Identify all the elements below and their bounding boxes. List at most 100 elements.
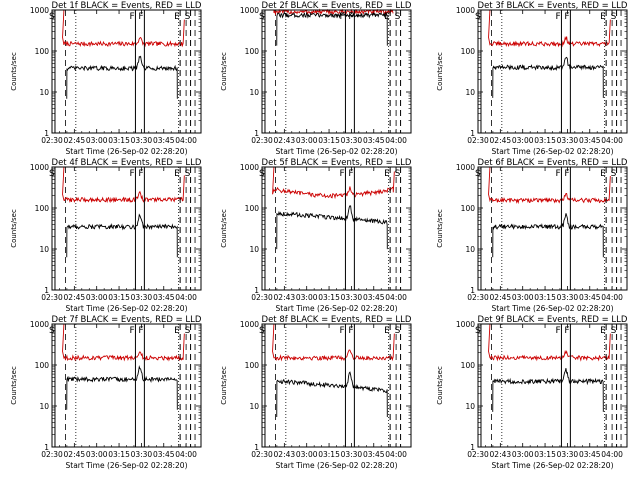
marker-label: E [600,169,606,179]
y-tick-label: 1 [254,443,259,452]
y-tick-label: 1000 [240,320,259,329]
x-tick-label: 03:45 [579,293,601,302]
x-tick-label: 03:30 [557,450,579,459]
x-tick-label: 03:45 [363,293,385,302]
marker-label: F [129,169,134,179]
chart-title: Det 7f BLACK = Events, RED = LLD [52,315,202,325]
y-tick-label: 1000 [456,320,475,329]
marker-label: F [138,169,143,179]
x-tick-label: 02:43 [490,450,512,459]
y-axis-label: Counts/sec [436,209,444,248]
marker-label: F [339,326,344,336]
y-tick-label: 1000 [456,6,475,15]
x-tick-label: 02:45 [64,293,86,302]
x-tick-label: 03:45 [363,136,385,145]
x-tick-label: 03:15 [108,136,130,145]
plot-frame [477,9,628,134]
x-tick-label: 02:45 [64,136,86,145]
plot-frame [51,9,202,134]
x-tick-label: 03:15 [534,136,556,145]
marker-label: E [174,326,180,336]
marker-label: S [395,169,401,179]
x-tick-label: 03:30 [557,293,579,302]
x-tick-label: 02:30 [41,136,63,145]
y-tick-label: 10 [465,88,475,97]
x-tick-label: 03:15 [534,450,556,459]
marker-label: F [339,12,344,22]
x-axis-label: Start Time (26-Sep-02 02:28:20) [66,461,188,470]
x-axis-label: Start Time (26-Sep-02 02:28:20) [492,147,614,156]
chart-panel: Det 7f BLACK = Events, RED = LLD Counts/s… [10,315,202,470]
x-tick-label: 03:15 [108,293,130,302]
x-tick-label: 03:45 [579,450,601,459]
y-tick-label: 100 [245,47,260,56]
x-tick-label: 04:00 [175,136,197,145]
x-tick-label: 02:30 [251,293,273,302]
marker-label: F [348,169,353,179]
x-tick-label: 03:15 [318,136,340,145]
y-tick-label: 1000 [456,163,475,172]
y-tick-label: 1000 [30,163,49,172]
chart-panel: Det 9f BLACK = Events, RED = LLD Counts/s… [436,315,628,470]
x-tick-label: 04:00 [385,136,407,145]
x-tick-label: 03:45 [579,136,601,145]
x-tick-label: 02:43 [274,136,296,145]
x-tick-label: 03:30 [341,136,363,145]
x-tick-label: 02:45 [490,136,512,145]
x-tick-label: 03:15 [534,293,556,302]
plot-frame [261,9,412,134]
events-series-line [66,55,178,99]
x-tick-label: 04:00 [385,293,407,302]
marker-label: F [555,326,560,336]
x-tick-label: 02:30 [467,450,489,459]
marker-label: F [348,326,353,336]
chart-title: Det 9f BLACK = Events, RED = LLD [478,315,628,325]
lld-series-line [488,323,611,362]
plot-frame [477,323,628,448]
marker-label: F [138,12,143,22]
x-axis-label: Start Time (26-Sep-02 02:28:20) [276,304,398,313]
x-tick-label: 02:30 [251,450,273,459]
x-tick-label: 03:30 [131,293,153,302]
chart-title: Det 2f BLACK = Events, RED = LLD [262,1,412,11]
marker-label: E [600,12,606,22]
x-tick-label: 04:00 [601,136,623,145]
y-tick-label: 1 [254,286,259,295]
plot-frame [51,166,202,291]
x-axis-label: Start Time (26-Sep-02 02:28:20) [276,461,398,470]
marker-label: F [564,169,569,179]
events-series-line [66,213,178,258]
marker-label: F [564,326,569,336]
x-tick-label: 03:00 [296,293,318,302]
y-tick-label: 10 [39,402,49,411]
y-tick-label: 100 [245,361,260,370]
x-tick-label: 03:15 [318,293,340,302]
y-tick-label: 1000 [240,6,259,15]
y-tick-label: 1000 [30,6,49,15]
plot-frame [261,166,412,291]
y-tick-label: 10 [39,88,49,97]
events-series-line [492,368,604,412]
marker-label: S [185,12,191,22]
y-axis-label: Counts/sec [220,366,228,405]
x-tick-label: 03:00 [296,450,318,459]
events-series-line [492,56,604,98]
chart-title: Det 8f BLACK = Events, RED = LLD [262,315,412,325]
marker-label: S [395,326,401,336]
y-tick-label: 100 [245,204,260,213]
lld-series-line [273,8,394,16]
x-tick-label: 03:15 [108,450,130,459]
x-axis-label: Start Time (26-Sep-02 02:28:20) [492,461,614,470]
y-tick-label: 1 [44,443,49,452]
chart-panel: Det 5f BLACK = Events, RED = LLD Counts/s… [220,158,412,313]
y-tick-label: 1000 [240,163,259,172]
y-axis-label: Counts/sec [220,52,228,91]
chart-panel: Det 2f BLACK = Events, RED = LLD Counts/s… [220,1,412,156]
marker-label: F [129,326,134,336]
x-axis-label: Start Time (26-Sep-02 02:28:20) [66,304,188,313]
marker-label: F [564,12,569,22]
x-tick-label: 03:45 [363,450,385,459]
events-series-line [492,213,604,258]
x-tick-label: 04:00 [601,293,623,302]
